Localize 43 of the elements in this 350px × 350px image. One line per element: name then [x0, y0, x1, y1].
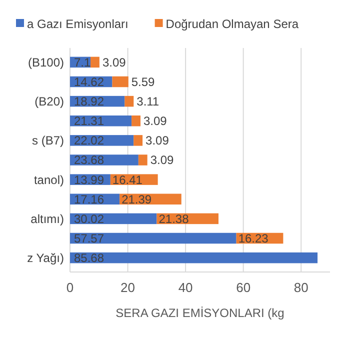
y-tick-label: (B100)	[28, 55, 64, 70]
bar	[112, 76, 128, 88]
data-label: 21.39	[122, 192, 152, 206]
data-label: 3.09	[143, 114, 168, 128]
bar	[70, 252, 318, 264]
legend-label: Doğrudan Olmayan Sera	[166, 17, 299, 32]
legend-label: a Gazı Emisyonları	[27, 17, 128, 32]
bar	[138, 154, 148, 166]
data-label: 16.41	[112, 172, 143, 187]
bar	[124, 96, 134, 107]
data-label: 21.31	[74, 114, 104, 128]
x-tick-label: 60	[236, 280, 251, 295]
data-label: 21.38	[158, 212, 190, 226]
data-label: 3.09	[102, 55, 126, 70]
x-axis-title: SERA GAZI EMİSYONLARI (kg	[116, 306, 284, 320]
data-label: 17.16	[74, 192, 104, 206]
data-label: 5.59	[131, 74, 156, 89]
y-tick-label: s (B7)	[32, 134, 64, 148]
bar	[90, 56, 100, 68]
bar	[70, 232, 236, 244]
data-label: 22.02	[74, 134, 104, 148]
x-tick-label: 0	[66, 280, 74, 295]
bar	[132, 115, 140, 126]
x-tick-label: 20	[120, 280, 136, 295]
data-label: 23.68	[74, 153, 104, 168]
bar	[134, 135, 143, 146]
y-tick-label: tanol)	[34, 172, 64, 187]
data-label: 16.23	[238, 231, 269, 246]
data-label: 30.02	[74, 212, 104, 226]
data-label: 3.09	[146, 134, 170, 148]
data-label: 18.92	[74, 94, 104, 109]
data-label: 3.09	[150, 153, 174, 168]
x-tick-label: 80	[294, 280, 308, 295]
y-tick-label: altımı)	[30, 212, 64, 226]
data-label: 57.57	[74, 231, 104, 246]
data-label: 85.68	[74, 251, 104, 266]
y-tick-label: z Yağı)	[27, 251, 64, 266]
data-label: 3.11	[136, 94, 160, 109]
y-tick-label: (B20)	[34, 94, 64, 109]
x-tick-label: 40	[178, 280, 193, 295]
data-label: 7.1	[74, 55, 92, 70]
data-label: 14.62	[74, 74, 104, 89]
data-label: 13.99	[74, 172, 104, 187]
